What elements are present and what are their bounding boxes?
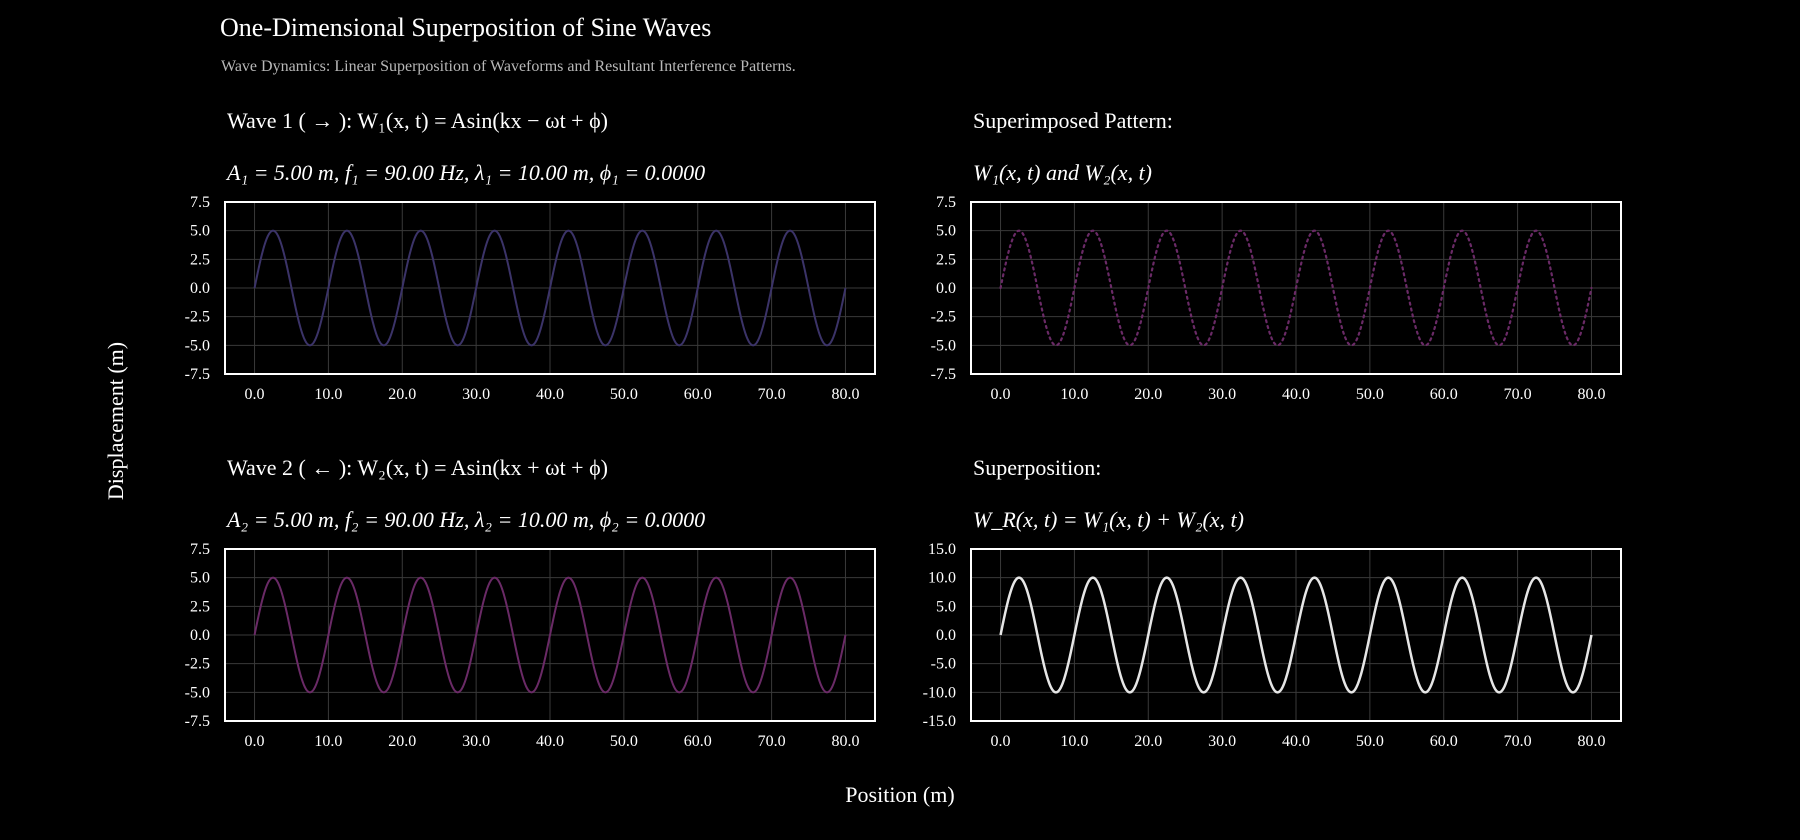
x-tick-label: 70.0 bbox=[758, 386, 786, 403]
x-axis-label: Position (m) bbox=[845, 782, 954, 807]
x-tick-label: 0.0 bbox=[991, 733, 1011, 750]
subplot-2: Superimposed Pattern: W₁(x, t) and W₂(x, … bbox=[931, 108, 1622, 403]
wave-line bbox=[253, 576, 847, 694]
x-tick-label: 30.0 bbox=[1208, 733, 1236, 750]
y-tick-label: -2.5 bbox=[185, 656, 210, 673]
y-tick-label: -7.5 bbox=[185, 713, 210, 730]
x-tick-label: 40.0 bbox=[536, 733, 564, 750]
subplot-title: Wave 2 ( ← ): W₂(x, t) = Asin(kx + ωt + … bbox=[227, 455, 608, 480]
subplot-equation: W₁(x, t) and W₂(x, t) bbox=[973, 160, 1152, 185]
x-tick-label: 0.0 bbox=[245, 386, 265, 403]
x-tick-label: 30.0 bbox=[1208, 386, 1236, 403]
subplot-title: Wave 1 ( → ): W₁(x, t) = Asin(kx − ωt + … bbox=[227, 108, 608, 133]
x-tick-label: 70.0 bbox=[1504, 733, 1532, 750]
subplot-grid: Wave 1 ( → ): W₁(x, t) = Asin(kx − ωt + … bbox=[185, 108, 1622, 750]
y-tick-label: -7.5 bbox=[931, 366, 956, 383]
x-tick-label: 70.0 bbox=[758, 733, 786, 750]
y-tick-label: 15.0 bbox=[928, 541, 956, 558]
y-tick-label: 10.0 bbox=[928, 570, 956, 587]
y-tick-label: 5.0 bbox=[936, 598, 956, 615]
y-tick-label: 0.0 bbox=[190, 627, 210, 644]
subplot-equation: A₁ = 5.00 m, f₁ = 90.00 Hz, λ₁ = 10.00 m… bbox=[225, 160, 705, 185]
y-tick-label: 5.0 bbox=[936, 223, 956, 240]
y-tick-label: -5.0 bbox=[185, 684, 210, 701]
wave-line bbox=[999, 576, 1593, 694]
x-tick-label: 0.0 bbox=[245, 733, 265, 750]
x-tick-label: 50.0 bbox=[610, 386, 638, 403]
x-tick-label: 20.0 bbox=[388, 733, 416, 750]
y-tick-label: -10.0 bbox=[923, 684, 956, 701]
x-tick-label: 40.0 bbox=[1282, 733, 1310, 750]
axes-frame bbox=[224, 201, 876, 375]
subplot-title: Superimposed Pattern: bbox=[973, 108, 1173, 133]
x-tick-label: 80.0 bbox=[831, 386, 859, 403]
y-tick-label: 7.5 bbox=[190, 541, 210, 558]
x-tick-label: 10.0 bbox=[1060, 733, 1088, 750]
subplot-1: Wave 1 ( → ): W₁(x, t) = Asin(kx − ωt + … bbox=[185, 108, 876, 403]
x-tick-label: 20.0 bbox=[388, 386, 416, 403]
x-tick-label: 30.0 bbox=[462, 386, 490, 403]
wave-line bbox=[999, 229, 1593, 347]
x-tick-label: 40.0 bbox=[1282, 386, 1310, 403]
y-tick-label: -2.5 bbox=[931, 309, 956, 326]
y-tick-label: 7.5 bbox=[190, 194, 210, 211]
axes-frame bbox=[224, 548, 876, 722]
wave-line bbox=[253, 229, 847, 347]
y-tick-label: 5.0 bbox=[190, 223, 210, 240]
y-tick-label: 7.5 bbox=[936, 194, 956, 211]
x-tick-label: 80.0 bbox=[1577, 386, 1605, 403]
x-tick-label: 0.0 bbox=[991, 386, 1011, 403]
x-tick-label: 20.0 bbox=[1134, 733, 1162, 750]
subplot-equation: A₂ = 5.00 m, f₂ = 90.00 Hz, λ₂ = 10.00 m… bbox=[225, 507, 705, 532]
x-tick-label: 50.0 bbox=[1356, 386, 1384, 403]
x-tick-label: 10.0 bbox=[314, 733, 342, 750]
figure-subtitle: Wave Dynamics: Linear Superposition of W… bbox=[221, 58, 796, 75]
y-tick-label: 2.5 bbox=[936, 251, 956, 268]
y-tick-label: 2.5 bbox=[190, 598, 210, 615]
y-tick-label: 0.0 bbox=[936, 627, 956, 644]
x-tick-label: 60.0 bbox=[1430, 733, 1458, 750]
y-tick-label: 5.0 bbox=[190, 570, 210, 587]
axes-frame bbox=[970, 201, 1622, 375]
x-tick-label: 50.0 bbox=[1356, 733, 1384, 750]
x-tick-label: 10.0 bbox=[1060, 386, 1088, 403]
x-tick-label: 10.0 bbox=[314, 386, 342, 403]
x-tick-label: 70.0 bbox=[1504, 386, 1532, 403]
subplot-equation: W_R(x, t) = W₁(x, t) + W₂(x, t) bbox=[973, 507, 1244, 532]
y-tick-label: -5.0 bbox=[931, 337, 956, 354]
y-tick-label: -2.5 bbox=[185, 309, 210, 326]
y-axis-label: Displacement (m) bbox=[103, 342, 128, 500]
x-tick-label: 20.0 bbox=[1134, 386, 1162, 403]
y-tick-label: 2.5 bbox=[190, 251, 210, 268]
x-tick-label: 30.0 bbox=[462, 733, 490, 750]
figure-title: One-Dimensional Superposition of Sine Wa… bbox=[220, 13, 711, 42]
x-tick-label: 80.0 bbox=[831, 733, 859, 750]
x-tick-label: 60.0 bbox=[684, 386, 712, 403]
x-tick-label: 60.0 bbox=[1430, 386, 1458, 403]
subplot-title: Superposition: bbox=[973, 455, 1101, 480]
x-tick-label: 60.0 bbox=[684, 733, 712, 750]
subplot-3: Wave 2 ( ← ): W₂(x, t) = Asin(kx + ωt + … bbox=[185, 455, 876, 750]
axes-frame bbox=[970, 548, 1622, 722]
x-tick-label: 50.0 bbox=[610, 733, 638, 750]
x-tick-label: 80.0 bbox=[1577, 733, 1605, 750]
y-tick-label: -15.0 bbox=[923, 713, 956, 730]
y-tick-label: -5.0 bbox=[185, 337, 210, 354]
y-tick-label: 0.0 bbox=[190, 280, 210, 297]
subplot-4: Superposition: W_R(x, t) = W₁(x, t) + W₂(… bbox=[923, 455, 1622, 750]
x-tick-label: 40.0 bbox=[536, 386, 564, 403]
y-tick-label: -7.5 bbox=[185, 366, 210, 383]
y-tick-label: -5.0 bbox=[931, 656, 956, 673]
y-tick-label: 0.0 bbox=[936, 280, 956, 297]
